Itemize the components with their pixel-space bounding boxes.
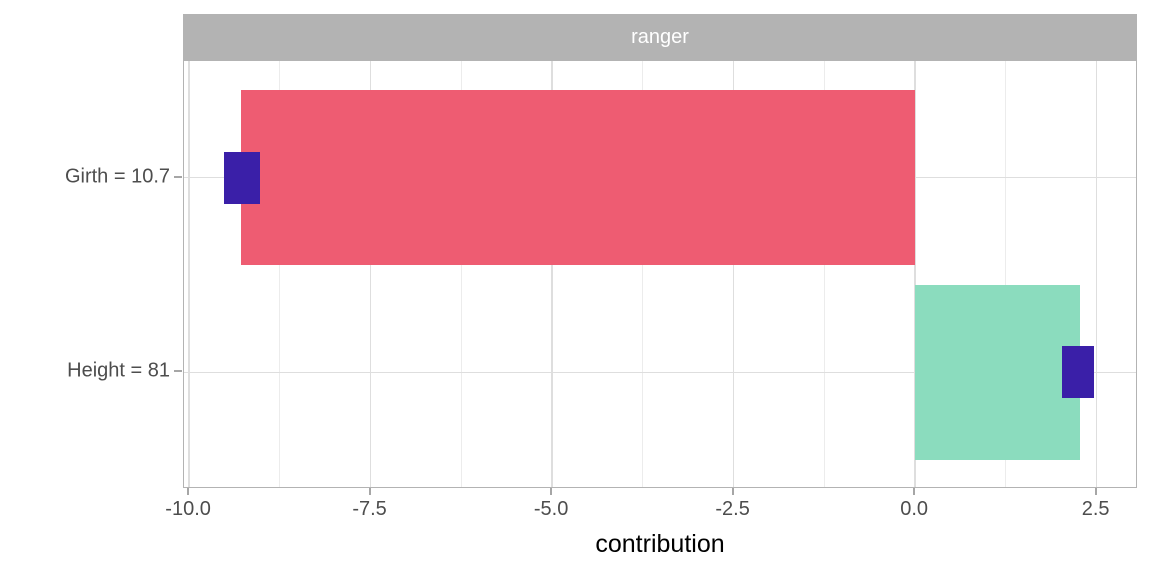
gridline-vertical-minor	[279, 61, 281, 487]
x-axis-tick-mark	[187, 488, 190, 495]
gridline-vertical-major	[369, 61, 372, 487]
gridline-horizontal-major	[184, 371, 1136, 374]
facet-strip-label: ranger	[631, 25, 689, 48]
x-axis-tick-mark	[550, 488, 553, 495]
gridline-vertical-major	[551, 61, 553, 487]
boxplot-box	[223, 151, 261, 204]
y-axis-category-label: Girth = 10.7	[64, 165, 170, 188]
x-axis-tick-label: -5.0	[533, 498, 569, 520]
x-axis-title: contribution	[595, 530, 725, 558]
x-axis-tick-mark	[913, 488, 916, 495]
gridline-vertical-minor	[460, 61, 462, 487]
y-axis-tick-mark	[174, 175, 182, 178]
y-axis-category-label: Height = 81	[67, 359, 170, 382]
x-axis-tick-mark	[731, 488, 734, 495]
gridline-vertical-major	[914, 61, 916, 487]
plot-panel	[183, 60, 1137, 488]
x-axis-tick-label: -7.5	[352, 498, 387, 520]
gridline-vertical-minor	[642, 61, 644, 487]
gridline-vertical-major	[732, 61, 735, 487]
gridline-vertical-minor	[1005, 61, 1007, 487]
x-axis-tick-mark	[368, 488, 371, 495]
y-axis-tick-mark	[174, 370, 182, 373]
x-axis-tick-mark	[1094, 488, 1097, 495]
x-axis-tick-label: -10.0	[165, 498, 211, 520]
contribution-bar	[241, 90, 916, 266]
facet-strip: ranger	[183, 14, 1137, 60]
x-axis-tick-label: 0.0	[900, 498, 929, 520]
gridline-vertical-major	[1095, 61, 1098, 487]
boxplot-box	[1061, 346, 1095, 399]
contribution-bar	[915, 284, 1080, 460]
gridline-vertical-minor	[823, 61, 825, 487]
x-axis-tick-label: 2.5	[1081, 498, 1110, 520]
x-axis-tick-label: -2.5	[715, 498, 750, 520]
gridline-vertical-major	[188, 61, 190, 487]
